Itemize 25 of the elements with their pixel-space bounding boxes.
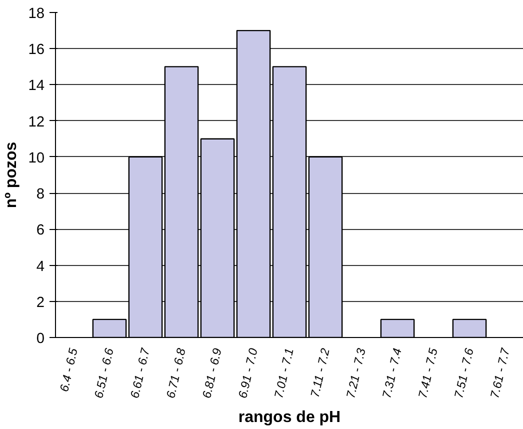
x-tick-label: 6.51 - 6.6 <box>92 346 116 400</box>
y-axis-title: nº pozos <box>3 142 20 208</box>
x-tick-label: 7.61 - 7.7 <box>488 346 513 400</box>
x-tick-label: 7.41 - 7.5 <box>416 346 440 400</box>
y-tick-label: 12 <box>28 114 45 130</box>
x-tick-label: 6.4 - 6.5 <box>57 346 80 393</box>
x-tick-label: 7.31 - 7.4 <box>380 346 404 400</box>
x-tick-label: 7.21 - 7.3 <box>344 346 368 400</box>
x-axis-title: rangos de pH <box>238 409 341 426</box>
y-tick-label: 6 <box>36 222 45 239</box>
x-tick-label: 6.81 - 6.9 <box>200 346 224 400</box>
y-tick-label: 4 <box>36 258 45 275</box>
x-tick-label: 7.01 - 7.1 <box>272 346 296 400</box>
x-tick-label: 7.11 - 7.2 <box>308 346 332 399</box>
x-tick-label: 6.61 - 6.7 <box>128 346 153 400</box>
y-tick-label: 8 <box>36 186 45 203</box>
y-tick-label: 2 <box>36 294 45 311</box>
y-tick-label: 18 <box>28 6 45 22</box>
y-tick-label: 16 <box>28 42 45 58</box>
x-tick-label: 6.91 - 7.0 <box>236 346 260 400</box>
y-tick-label: 10 <box>28 150 45 166</box>
y-tick-label: 14 <box>28 78 45 94</box>
x-tick-label: 7.51 - 7.6 <box>452 346 476 400</box>
x-tick-label: 6.71 - 6.8 <box>164 346 188 400</box>
y-tick-label: 0 <box>36 331 45 347</box>
